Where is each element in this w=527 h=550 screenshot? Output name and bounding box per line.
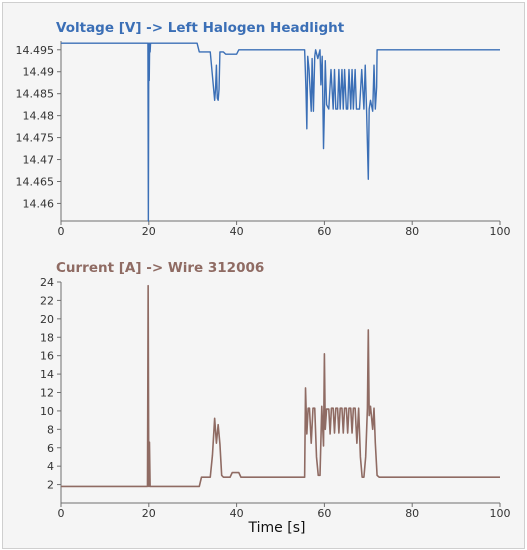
voltage-chart-title: Voltage [V] -> Left Halogen Headlight: [56, 20, 345, 36]
v-y-tick-label: 14.48: [23, 110, 55, 123]
current-chart-title: Current [A] -> Wire 312006: [56, 260, 264, 276]
v-x-tick-label: 100: [490, 225, 511, 238]
current-series-line: [61, 284, 500, 488]
voltage-y-ticks: 14.46 14.465 14.47 14.475 14.48 14.485 14.49 14…: [16, 44, 61, 210]
v-y-tick-label: 14.47: [23, 154, 55, 167]
c-x-tick-label: 40: [230, 507, 244, 520]
c-y-tick-label: 6: [47, 442, 54, 455]
c-x-tick-label: 60: [317, 507, 331, 520]
voltage-chart: Voltage [V] -> Left Halogen Headlight 14…: [16, 20, 511, 238]
v-x-tick-label: 40: [230, 225, 244, 238]
v-y-tick-label: 14.46: [23, 197, 55, 210]
c-y-tick-label: 8: [47, 423, 54, 436]
c-y-tick-label: 16: [40, 350, 54, 363]
v-y-tick-label: 14.475: [16, 132, 55, 145]
c-x-tick-label: 0: [58, 507, 65, 520]
c-x-tick-label: 80: [405, 507, 419, 520]
current-chart: Current [A] -> Wire 312006 2468101214161…: [40, 260, 511, 536]
v-x-tick-label: 0: [58, 225, 65, 238]
c-y-tick-label: 24: [40, 276, 54, 289]
current-x-axis-label: Time [s]: [248, 520, 306, 536]
c-y-tick-label: 18: [40, 331, 54, 344]
v-x-tick-label: 20: [142, 225, 156, 238]
c-y-tick-label: 4: [47, 460, 54, 473]
c-y-tick-label: 20: [40, 313, 54, 326]
c-y-tick-label: 22: [40, 294, 54, 307]
v-y-tick-label: 14.485: [16, 88, 55, 101]
c-y-tick-label: 10: [40, 405, 54, 418]
voltage-series-line: [61, 42, 500, 222]
c-y-tick-label: 14: [40, 368, 54, 381]
v-y-tick-label: 14.495: [16, 44, 55, 57]
voltage-x-ticks: 0 20 40 60 80 100: [58, 221, 511, 238]
c-x-tick-label: 20: [142, 507, 156, 520]
c-x-tick-label: 100: [490, 507, 511, 520]
c-y-tick-label: 12: [40, 387, 54, 400]
v-y-tick-label: 14.49: [23, 66, 55, 79]
v-x-tick-label: 60: [317, 225, 331, 238]
v-y-tick-label: 14.465: [16, 175, 55, 188]
v-x-tick-label: 80: [405, 225, 419, 238]
current-x-ticks: 0 20 40 60 80 100: [58, 503, 511, 520]
c-y-tick-label: 2: [47, 479, 54, 492]
